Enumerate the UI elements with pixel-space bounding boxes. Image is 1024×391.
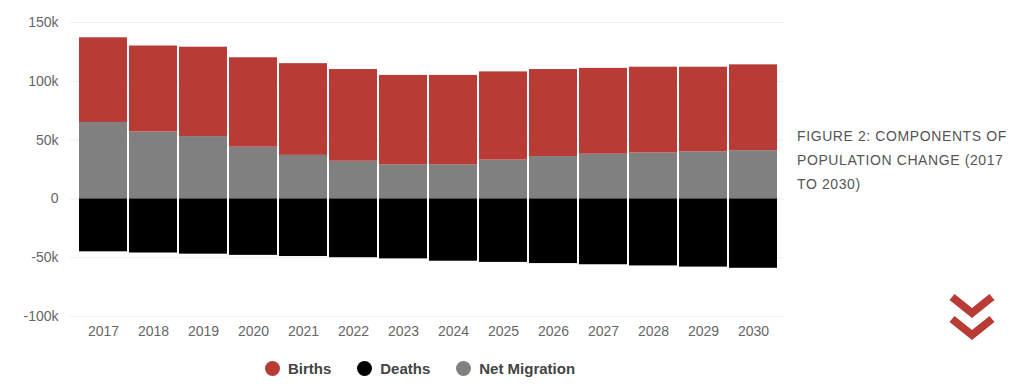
svg-text:2020: 2020 [238,323,269,339]
html-text:Births: Births [287,360,332,377]
svg-text:2027: 2027 [588,323,619,339]
svg-text:2024: 2024 [438,323,469,339]
svg-text:2030: 2030 [738,323,769,339]
svg-text:100k: 100k [28,73,59,89]
svg-text:2018: 2018 [138,323,169,339]
svg-text:-100k: -100k [23,308,59,324]
svg-text:0: 0 [51,190,59,206]
svg-text:2023: 2023 [388,323,419,339]
svg-text:50k: 50k [36,132,60,148]
svg-text:2029: 2029 [688,323,719,339]
html-text:Deaths: Deaths [380,360,431,377]
svg-text:2019: 2019 [188,323,219,339]
svg-text:2017: 2017 [88,323,119,339]
html-text:FIGURE 2: COMPONENTS OF POPULA: FIGURE 2: COMPONENTS OF POPULATION CHANG… [797,128,1007,192]
html-text:Net Migration: Net Migration [479,360,576,377]
svg-text:2028: 2028 [638,323,669,339]
svg-text:150k: 150k [28,14,59,30]
svg-text:2021: 2021 [288,323,319,339]
svg-text:-50k: -50k [31,249,59,265]
svg-text:2026: 2026 [538,323,569,339]
svg-text:2025: 2025 [488,323,519,339]
svg-text:2022: 2022 [338,323,369,339]
